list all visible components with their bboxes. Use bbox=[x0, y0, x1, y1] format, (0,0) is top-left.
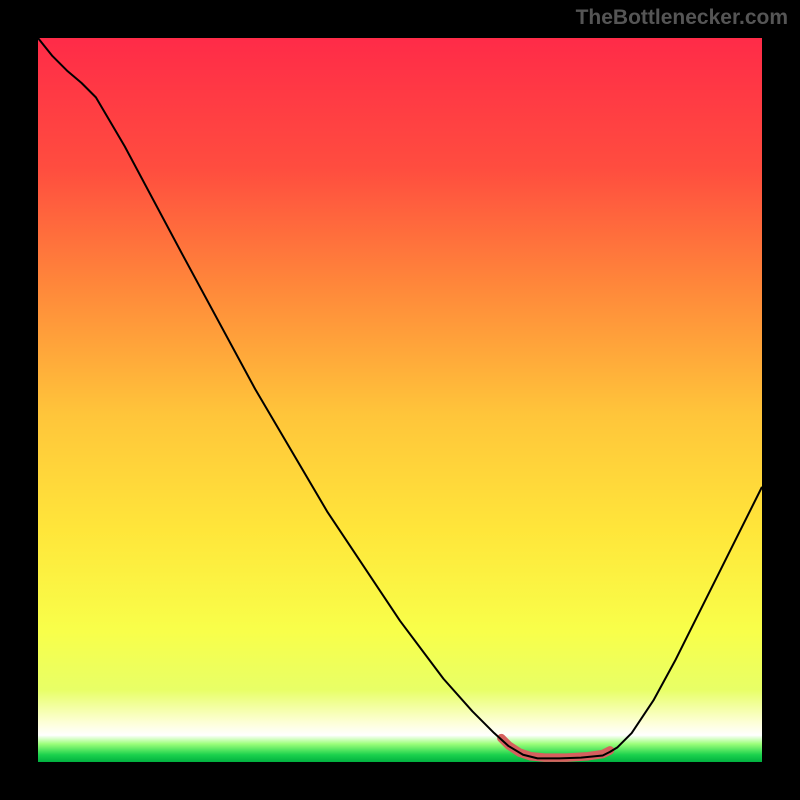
gradient-background bbox=[38, 38, 762, 762]
watermark-text: TheBottlenecker.com bbox=[576, 6, 788, 30]
chart-container: TheBottlenecker.com bbox=[0, 0, 800, 800]
plot-area bbox=[38, 38, 762, 762]
chart-svg bbox=[38, 38, 762, 762]
